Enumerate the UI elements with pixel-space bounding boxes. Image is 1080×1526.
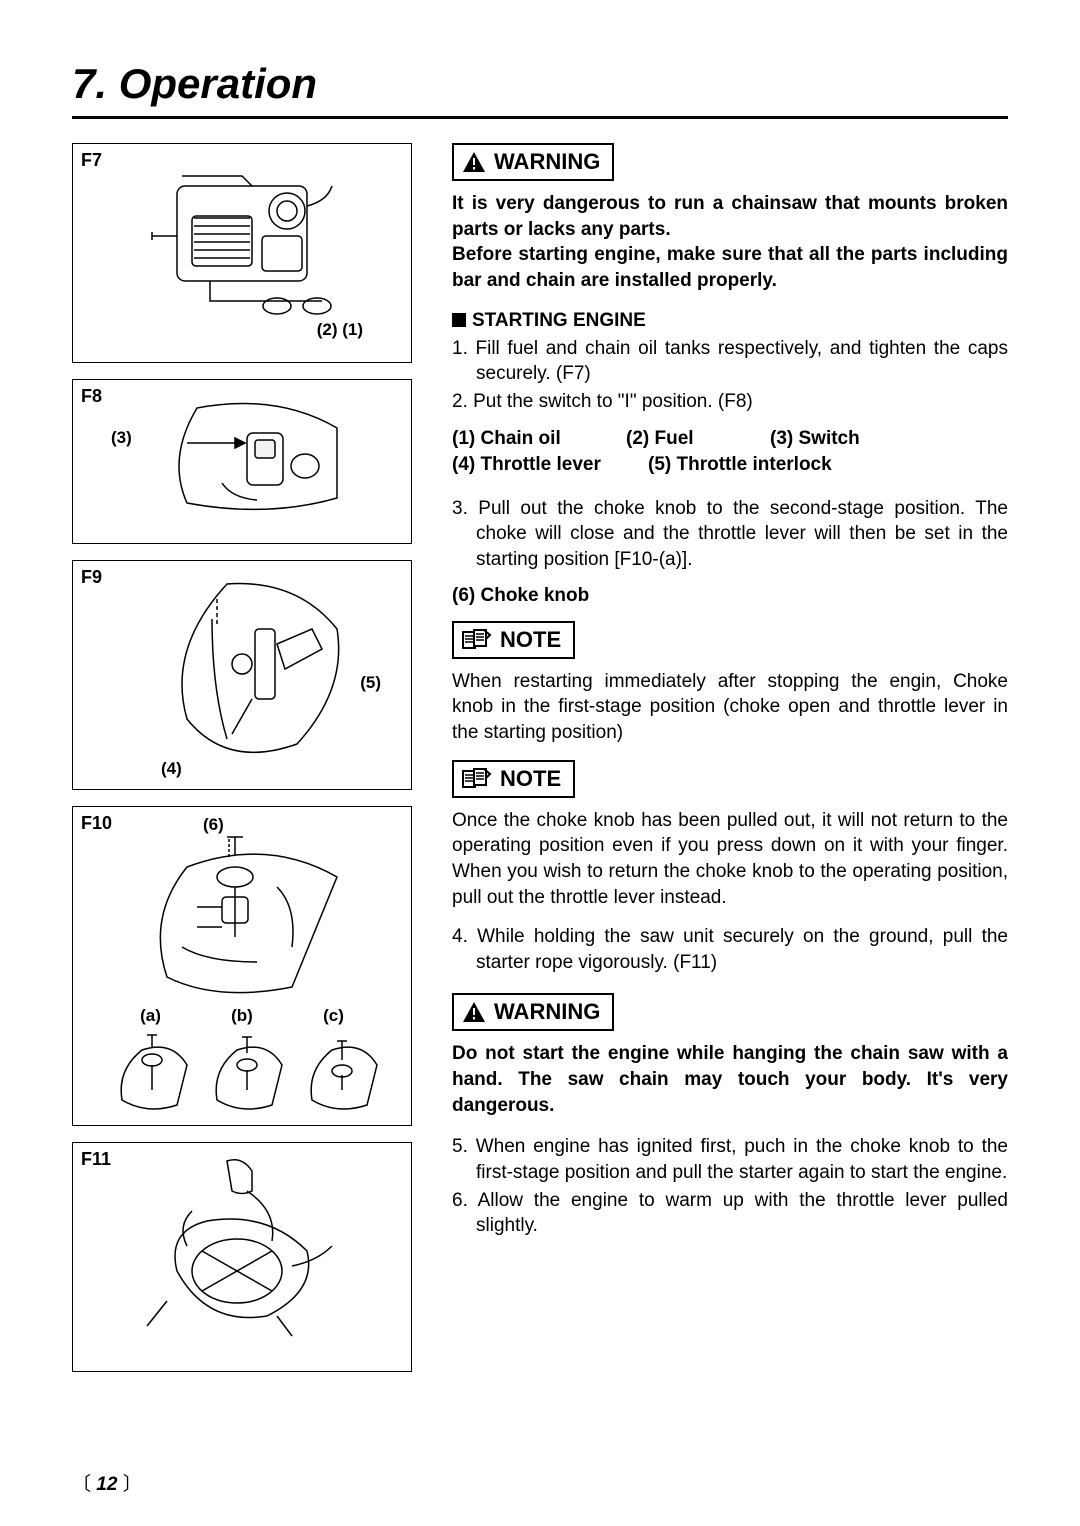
note-box: NOTE — [452, 621, 575, 659]
legend-item: (3) Switch — [770, 426, 860, 452]
step: 4. While holding the saw unit securely o… — [452, 924, 1008, 975]
switch-diagram-icon — [127, 388, 357, 528]
legend-item: (1) Chain oil — [452, 426, 602, 452]
throttle-diagram-icon — [117, 569, 367, 769]
step: 1. Fill fuel and chain oil tanks respect… — [452, 336, 1008, 387]
warning-icon — [462, 151, 486, 173]
warning-box: WARNING — [452, 143, 614, 181]
figure-f8: F8 (3) — [72, 379, 412, 544]
figure-f9: F9 (4) (5) — [72, 560, 412, 790]
choke-diagram-icon — [127, 827, 357, 1002]
legend-item: (4) Throttle lever — [452, 452, 624, 478]
heading-text: STARTING ENGINE — [472, 310, 646, 331]
note-text: When restarting immediately after stoppi… — [452, 669, 1008, 746]
figure-f11: F11 — [72, 1142, 412, 1372]
steps-list: 5. When engine has ignited first, puch i… — [452, 1134, 1008, 1239]
warning-box: WARNING — [452, 993, 614, 1031]
figure-callout: (3) — [111, 428, 132, 448]
note-label: NOTE — [500, 766, 561, 792]
sublabel-a: (a) — [140, 1006, 161, 1026]
note-icon — [462, 768, 492, 790]
step: 2. Put the switch to "I" position. (F8) — [452, 389, 1008, 415]
sublabel-c: (c) — [323, 1006, 344, 1026]
step: 6. Allow the engine to warm up with the … — [452, 1188, 1008, 1239]
step: 5. When engine has ignited first, puch i… — [452, 1134, 1008, 1185]
steps-list: 4. While holding the saw unit securely o… — [452, 924, 1008, 975]
page-number: 〔 12 〕 — [72, 1469, 142, 1496]
legend-item: (5) Throttle interlock — [648, 452, 832, 478]
figure-callout: (5) — [360, 673, 381, 693]
figure-label: F8 — [81, 386, 102, 407]
figure-label: F11 — [81, 1149, 111, 1170]
figure-label: F9 — [81, 567, 102, 588]
text-column: WARNING It is very dangerous to run a ch… — [452, 143, 1008, 1388]
figure-callout: (6) — [203, 815, 224, 835]
figure-label: F7 — [81, 150, 102, 171]
note-box: NOTE — [452, 760, 575, 798]
figures-column: F7 (2) (1) F8 (3) — [72, 143, 412, 1388]
warning-label: WARNING — [494, 149, 600, 175]
steps-list: 1. Fill fuel and chain oil tanks respect… — [452, 336, 1008, 415]
choke-label: (6) Choke knob — [452, 585, 1008, 607]
content-columns: F7 (2) (1) F8 (3) — [72, 143, 1008, 1388]
page-title: 7. Operation — [72, 60, 1008, 108]
figure-sublabels: (a) (b) (c) — [81, 1006, 403, 1030]
engine-diagram-icon — [122, 156, 362, 326]
sublabel-b: (b) — [231, 1006, 253, 1026]
page-number-value: 12 — [96, 1474, 117, 1495]
choke-positions-icon — [92, 1030, 392, 1120]
steps-list: 3. Pull out the choke knob to the second… — [452, 496, 1008, 573]
step: 3. Pull out the choke knob to the second… — [452, 496, 1008, 573]
warning-label: WARNING — [494, 999, 600, 1025]
note-text: Once the choke knob has been pulled out,… — [452, 808, 1008, 911]
warning-text: It is very dangerous to run a chainsaw t… — [452, 191, 1008, 294]
warning-icon — [462, 1001, 486, 1023]
figure-label: F10 — [81, 813, 112, 834]
legend-item: (2) Fuel — [626, 426, 746, 452]
parts-legend: (1) Chain oil (2) Fuel (3) Switch (4) Th… — [452, 426, 1008, 477]
figure-callout: (4) — [161, 759, 182, 779]
warning-text: Do not start the engine while hanging th… — [452, 1041, 1008, 1118]
note-icon — [462, 629, 492, 651]
section-heading: STARTING ENGINE — [452, 310, 1008, 332]
note-label: NOTE — [500, 627, 561, 653]
figure-callout: (2) (1) — [81, 320, 403, 340]
figure-f10: F10 (6) (a) (b) (c) — [72, 806, 412, 1126]
title-rule — [72, 116, 1008, 119]
starting-diagram-icon — [117, 1151, 367, 1351]
figure-f7: F7 (2) (1) — [72, 143, 412, 363]
